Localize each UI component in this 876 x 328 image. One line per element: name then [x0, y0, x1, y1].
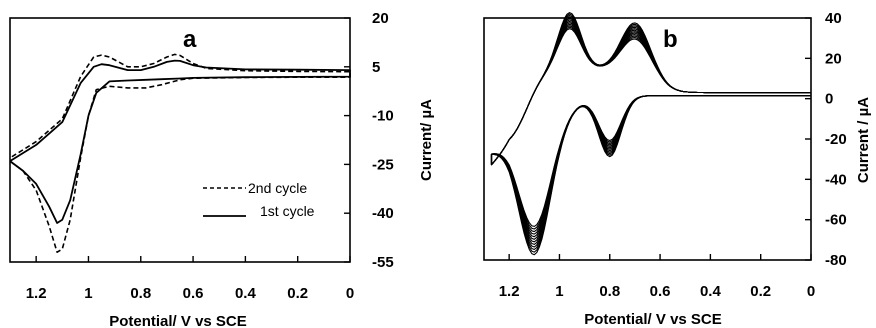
panel-b-cycle-12 — [490, 12, 811, 256]
panel-a-series-1st-cycle — [9, 59, 351, 224]
panel-b-y-tick-label: -40 — [825, 171, 847, 188]
panel-a-x-tick-label: 0.8 — [130, 285, 151, 302]
panel-a: 1.2 1 0.8 0.6 0.4 0.2 0 20 5 -10 -25 -40 -55 a 2nd … — [9, 10, 435, 328]
panel-b-x-tick-label: 1.2 — [499, 283, 520, 300]
panel-b-x-tick-label: 0.2 — [750, 283, 771, 300]
panel-b-x-tick-label: 1 — [555, 283, 563, 300]
panel-b-y-tick-label: -60 — [825, 212, 847, 229]
panel-b-x-tick-label: 0.6 — [650, 283, 671, 300]
panel-b-y-tick-label: 0 — [825, 91, 833, 108]
panel-a-plot-frame — [9, 17, 351, 263]
panel-a-x-ticks: 1.2 1 0.8 0.6 0.4 0.2 0 — [26, 256, 354, 302]
panel-b-plot-frame — [483, 17, 812, 261]
panel-b: 1.2 1 0.8 0.6 0.4 0.2 0 40 20 0 -20 -40 -60 -80 b Po… — [483, 10, 872, 328]
panel-a-y-tick-label: 5 — [372, 59, 380, 76]
panel-a-y-ticks: 20 5 -10 -25 -40 -55 — [344, 10, 394, 271]
panel-a-y-tick-label: -55 — [372, 254, 394, 271]
panel-a-x-tick-label: 1 — [84, 285, 92, 302]
panel-a-y-tick-label: 20 — [372, 10, 389, 27]
panel-b-x-tick-label: 0 — [807, 283, 815, 300]
panel-a-x-tick-label: 0.6 — [183, 285, 204, 302]
panel-b-y-ticks: 40 20 0 -20 -40 -60 -80 — [805, 10, 847, 269]
panel-a-y-axis-title: Current/ µA — [418, 99, 435, 181]
panel-b-letter: b — [663, 26, 678, 53]
panel-a-y-tick-label: -40 — [372, 205, 394, 222]
legend-label-1st-cycle: 1st cycle — [260, 203, 315, 219]
panel-b-curves — [490, 12, 811, 256]
panel-b-y-axis-title: Current / µA — [855, 97, 872, 183]
panel-b-y-tick-label: -20 — [825, 131, 847, 148]
panel-a-x-axis-title: Potential/ V vs SCE — [109, 313, 247, 328]
panel-b-x-ticks: 1.2 1 0.8 0.6 0.4 0.2 0 — [499, 254, 815, 300]
panel-b-x-tick-label: 0.8 — [599, 283, 620, 300]
panel-a-x-tick-label: 0.4 — [235, 285, 257, 302]
panel-a-curves — [9, 53, 351, 253]
legend: 2nd cycle 1st cycle — [203, 180, 315, 219]
legend-label-2nd-cycle: 2nd cycle — [248, 180, 307, 196]
panel-b-x-tick-label: 0.4 — [700, 283, 722, 300]
panel-b-y-tick-label: 40 — [825, 10, 842, 27]
panel-b-y-tick-label: 20 — [825, 50, 842, 67]
panel-a-y-tick-label: -10 — [372, 108, 394, 125]
panel-b-y-tick-label: -80 — [825, 252, 847, 269]
panel-a-y-tick-label: -25 — [372, 156, 394, 173]
panel-a-series-2nd-cycle — [9, 53, 351, 253]
panel-a-x-tick-label: 1.2 — [26, 285, 47, 302]
panel-a-letter: a — [183, 26, 197, 53]
panel-b-x-axis-title: Potential/ V vs SCE — [584, 311, 722, 328]
panel-a-x-tick-label: 0 — [346, 285, 354, 302]
panel-a-x-tick-label: 0.2 — [287, 285, 308, 302]
